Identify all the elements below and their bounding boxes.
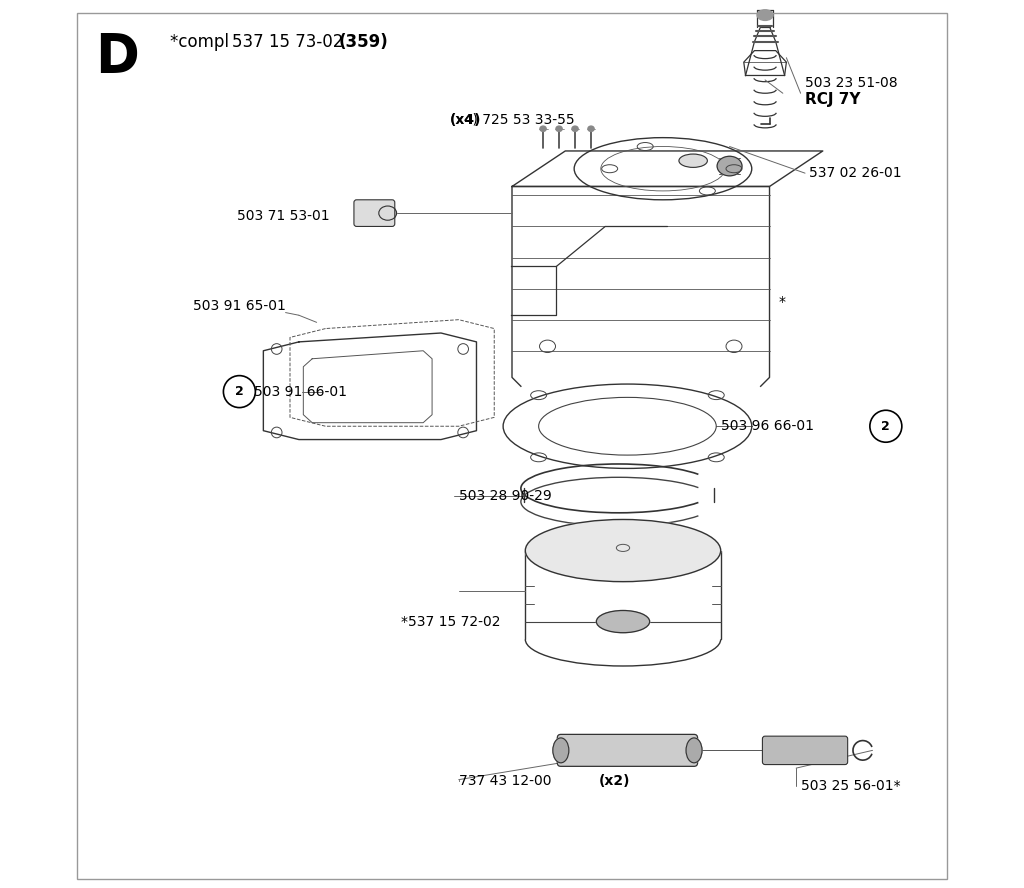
Text: 503 91 65-01: 503 91 65-01 (193, 298, 286, 313)
Text: 503 23 51-08: 503 23 51-08 (805, 75, 898, 90)
Text: D: D (94, 31, 138, 83)
Ellipse shape (556, 126, 562, 131)
Ellipse shape (588, 126, 594, 131)
Text: 503 28 90-29: 503 28 90-29 (459, 488, 552, 503)
Text: (x2): (x2) (599, 774, 631, 789)
Text: 503 25 56-01*: 503 25 56-01* (801, 779, 900, 793)
FancyBboxPatch shape (557, 734, 697, 766)
FancyBboxPatch shape (354, 200, 395, 226)
Ellipse shape (679, 154, 708, 167)
Ellipse shape (553, 738, 568, 763)
Text: *compl: *compl (170, 33, 234, 51)
Text: *537 15 72-02: *537 15 72-02 (401, 614, 501, 629)
Text: (359): (359) (339, 33, 388, 51)
Text: 503 91 66-01: 503 91 66-01 (255, 385, 347, 399)
Text: RCJ 7Y: RCJ 7Y (805, 92, 860, 107)
Ellipse shape (686, 738, 702, 763)
Text: 503 71 53-01: 503 71 53-01 (237, 209, 330, 223)
Text: 503 96 66-01: 503 96 66-01 (721, 419, 814, 433)
Text: 537 15 73-02: 537 15 73-02 (232, 33, 349, 51)
Ellipse shape (572, 126, 579, 131)
Ellipse shape (717, 156, 742, 176)
Text: 537 02 26-01: 537 02 26-01 (810, 166, 902, 180)
Text: *: * (778, 295, 785, 309)
Ellipse shape (540, 126, 546, 131)
Text: (x4) 725 53 33-55: (x4) 725 53 33-55 (450, 113, 574, 127)
Text: 2: 2 (236, 385, 244, 398)
Ellipse shape (525, 519, 721, 582)
Text: 2: 2 (882, 420, 890, 432)
FancyBboxPatch shape (763, 736, 848, 765)
Text: (x4): (x4) (450, 113, 481, 127)
Ellipse shape (596, 611, 649, 632)
Ellipse shape (757, 10, 773, 20)
Text: 737 43 12-00: 737 43 12-00 (459, 774, 556, 789)
Ellipse shape (379, 206, 396, 220)
